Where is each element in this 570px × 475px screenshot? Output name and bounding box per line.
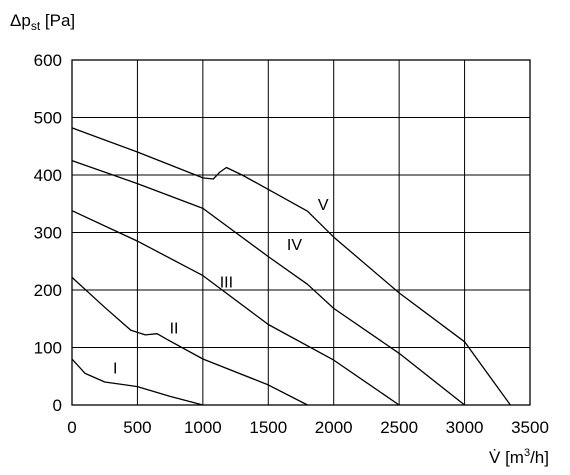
y-tick-label: 500 xyxy=(34,109,62,128)
curve-label-i: I xyxy=(113,361,117,378)
x-tick-label: 2500 xyxy=(380,418,418,437)
curve-label-ii: II xyxy=(170,320,179,337)
curve-label-iv: IV xyxy=(287,237,302,254)
x-axis-title: V̇ [m3/h] xyxy=(489,447,549,467)
gridlines xyxy=(72,60,530,405)
x-tick-label: 500 xyxy=(123,418,151,437)
x-tick-label: 1000 xyxy=(184,418,222,437)
curve-ii xyxy=(71,276,308,406)
y-tick-label: 100 xyxy=(34,339,62,358)
curve-label-v: V xyxy=(318,197,329,214)
curve-iii xyxy=(71,210,400,406)
tick-labels: 0 500 1000 1500 2000 2500 3000 3500 0 100 200 300 40… xyxy=(34,51,549,437)
y-tick-label: 0 xyxy=(53,396,62,415)
x-tick-label: 2000 xyxy=(315,418,353,437)
plot-frame xyxy=(71,59,531,406)
y-tick-label: 400 xyxy=(34,166,62,185)
y-axis-title: Δpst [Pa] xyxy=(10,11,75,33)
curves xyxy=(71,127,511,406)
y-tick-label: 300 xyxy=(34,224,62,243)
curve-v xyxy=(71,127,511,406)
x-tick-label: 1500 xyxy=(249,418,287,437)
x-tick-label: 0 xyxy=(67,418,76,437)
curve-label-iii: III xyxy=(220,274,233,291)
curve-i xyxy=(71,358,204,406)
x-tick-label: 3500 xyxy=(511,418,549,437)
y-tick-label: 600 xyxy=(34,51,62,70)
curve-iv xyxy=(71,159,466,406)
y-tick-label: 200 xyxy=(34,281,62,300)
x-tick-label: 3000 xyxy=(446,418,484,437)
